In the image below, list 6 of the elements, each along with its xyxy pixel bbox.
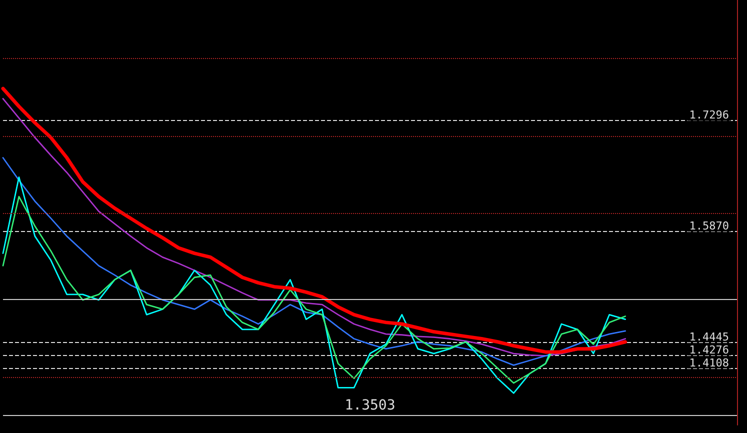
y-tick-label: 1.4108 bbox=[689, 356, 729, 370]
y-tick-label: 1.7296 bbox=[689, 108, 729, 122]
ref-line-label: 1.3503 bbox=[344, 398, 396, 414]
y-tick-label: 1.5870 bbox=[689, 220, 729, 233]
y-tick-label: 1.4276 bbox=[689, 343, 729, 356]
y-tick-label: 1.4445 bbox=[689, 330, 729, 344]
